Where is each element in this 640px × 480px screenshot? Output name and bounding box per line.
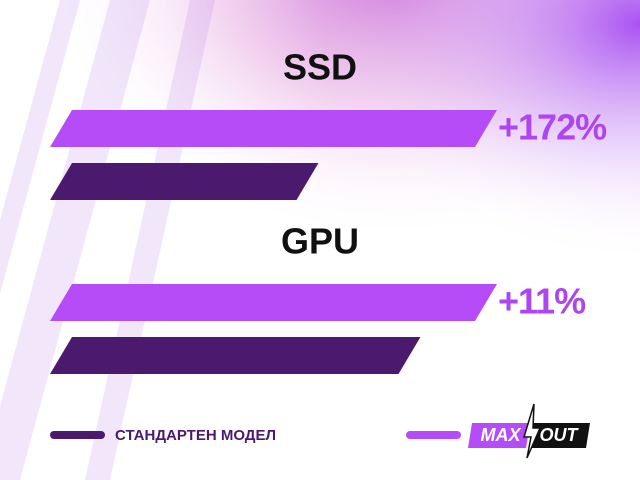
- category-label: SSD: [283, 47, 357, 88]
- bar: [50, 337, 421, 374]
- category-label: GPU: [281, 221, 359, 262]
- legend-label: MAX OUT: [481, 425, 580, 445]
- logo-box: [529, 423, 590, 448]
- bar: [50, 163, 319, 200]
- logo-bolt: [522, 403, 542, 459]
- annotation: +172%: [498, 107, 607, 148]
- logo-box: [468, 423, 530, 448]
- legend: СТАНДАРТЕН МОДЕЛ MAX OUT: [50, 403, 590, 459]
- bar: [50, 284, 497, 321]
- annotation: +11%: [498, 281, 586, 322]
- legend-label: СТАНДАРТЕН МОДЕЛ: [115, 427, 276, 444]
- bar: [50, 110, 497, 147]
